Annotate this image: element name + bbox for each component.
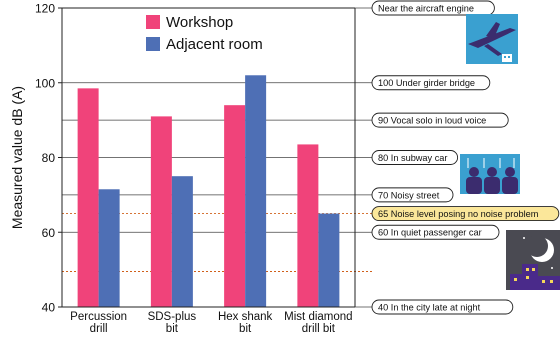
y-tick-label: 120 xyxy=(35,2,55,16)
subway-passengers-icon xyxy=(460,154,520,194)
reference-label: 40 In the city late at night xyxy=(378,302,481,312)
night-city-icon xyxy=(506,230,560,290)
bar xyxy=(318,214,339,307)
reference-label: 65 Noise level posing no noise problem xyxy=(378,209,539,219)
reference-label: 80 In subway car xyxy=(378,153,447,163)
bar xyxy=(224,105,245,307)
legend-swatch xyxy=(146,15,160,29)
legend: Workshop Adjacent room xyxy=(146,14,263,53)
reference-label: 90 Vocal solo in loud voice xyxy=(378,116,486,126)
reference-label: 100 Under girder bridge xyxy=(378,78,475,88)
y-tick-label: 60 xyxy=(42,226,56,240)
illustrations xyxy=(460,14,560,290)
airplane-icon xyxy=(466,14,518,64)
x-tick-label: SDS-plus xyxy=(148,311,197,323)
y-tick-label: 100 xyxy=(35,76,55,90)
x-tick-label: drill xyxy=(90,323,108,335)
x-tick-label: Percussion xyxy=(70,311,127,323)
legend-label: Adjacent room xyxy=(166,36,263,53)
y-axis-title: Measured value dB (A) xyxy=(9,86,25,229)
x-tick-label: Hex shank xyxy=(218,311,273,323)
y-tick-label: 40 xyxy=(42,301,56,315)
reference-label: 60 In quiet passenger car xyxy=(378,228,482,238)
bar xyxy=(172,176,193,307)
bar xyxy=(151,116,172,307)
bar xyxy=(245,75,266,307)
y-tick-label: 80 xyxy=(42,151,56,165)
legend-swatch xyxy=(146,37,160,51)
bar xyxy=(78,88,99,307)
x-tick-label: bit xyxy=(239,323,252,335)
x-tick-label: bit xyxy=(166,323,179,335)
bar xyxy=(99,189,120,307)
x-tick-label: drill bit xyxy=(302,323,336,335)
bar xyxy=(297,144,318,307)
x-tick-label: Mist diamond xyxy=(284,311,352,323)
reference-label: Near the aircraft engine xyxy=(378,3,474,13)
reference-label: 70 Noisy street xyxy=(378,190,440,200)
legend-label: Workshop xyxy=(166,14,233,31)
bars xyxy=(78,75,340,307)
